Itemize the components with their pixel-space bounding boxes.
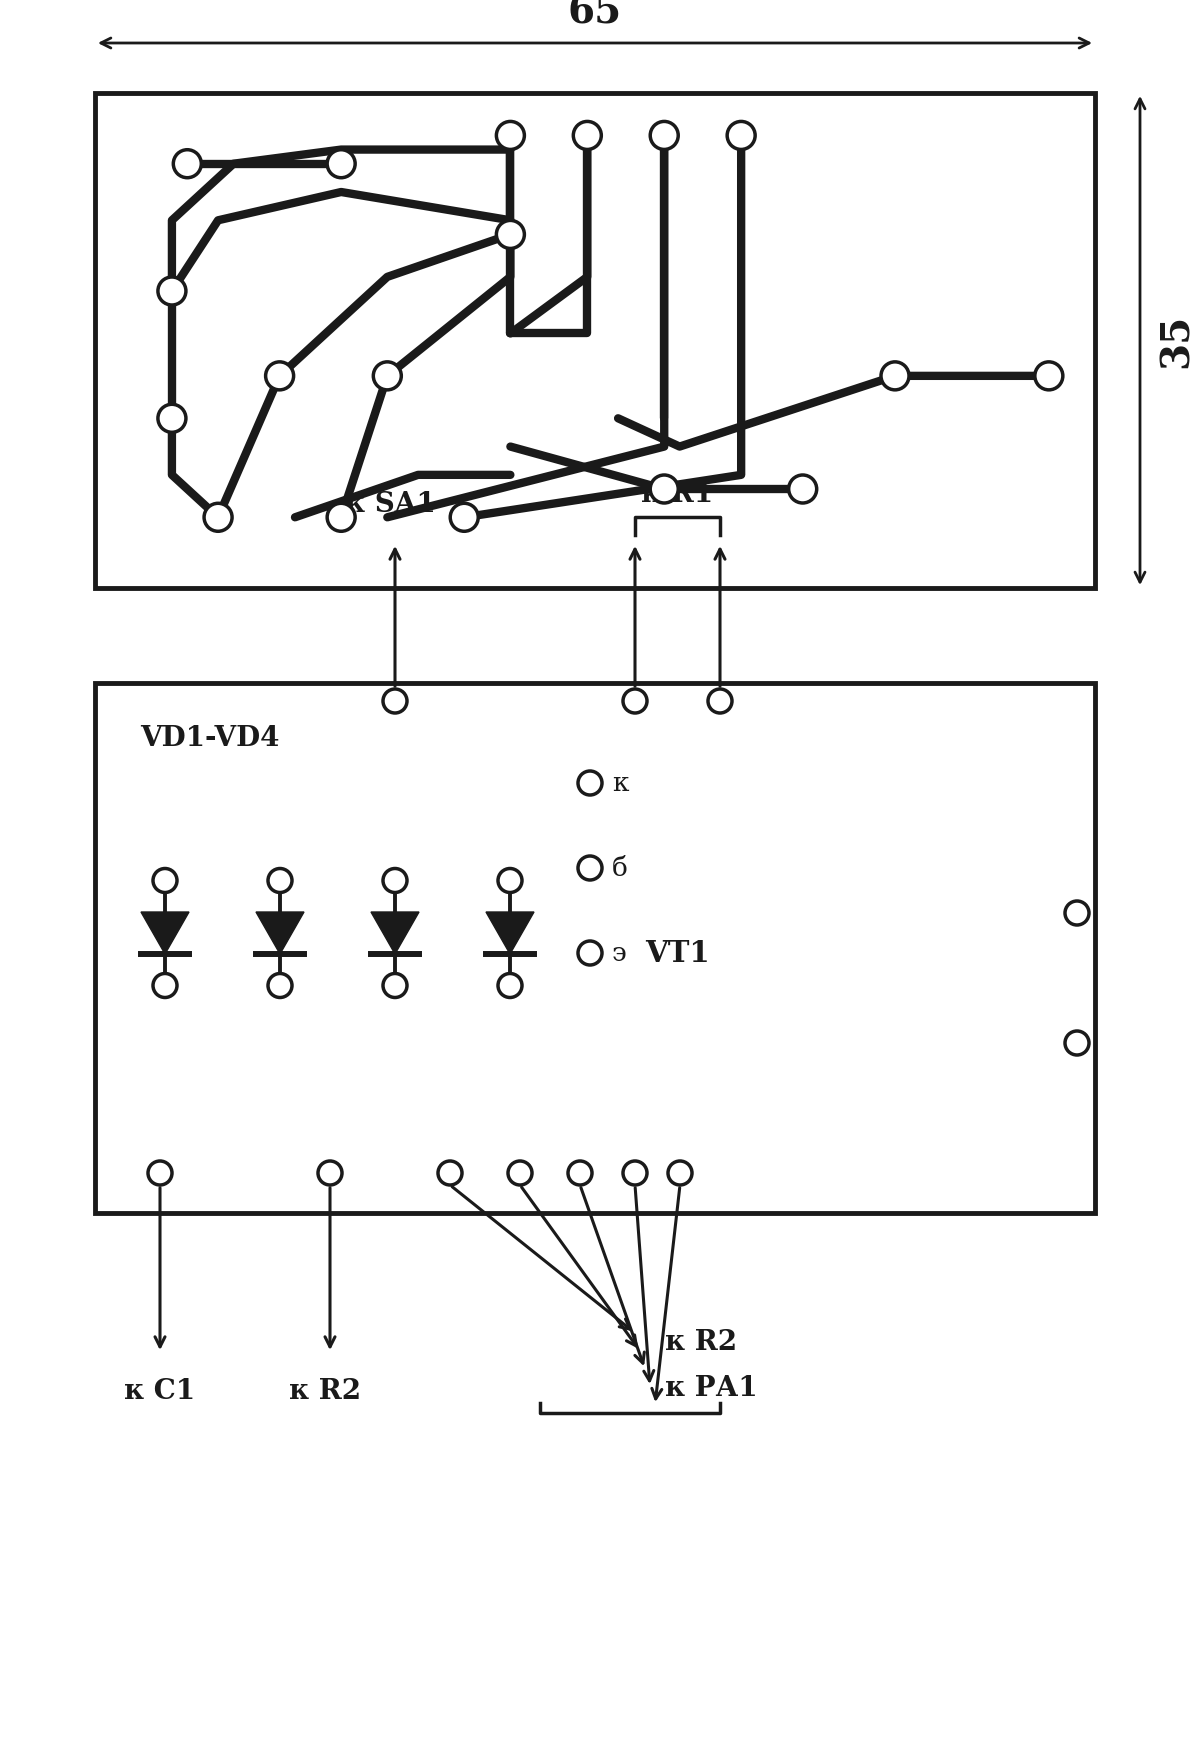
- Text: к SA1: к SA1: [345, 492, 436, 518]
- Circle shape: [327, 150, 355, 178]
- Circle shape: [173, 150, 202, 178]
- Circle shape: [450, 504, 478, 532]
- Circle shape: [148, 1161, 172, 1185]
- Circle shape: [1065, 1032, 1089, 1055]
- Polygon shape: [141, 912, 189, 953]
- Text: к R2: к R2: [289, 1379, 362, 1405]
- Circle shape: [383, 688, 407, 713]
- Text: VD1-VD4: VD1-VD4: [141, 725, 280, 751]
- Circle shape: [789, 476, 817, 504]
- Circle shape: [268, 868, 292, 892]
- Circle shape: [438, 1161, 462, 1185]
- Circle shape: [157, 277, 186, 305]
- Circle shape: [578, 941, 602, 966]
- Circle shape: [157, 404, 186, 432]
- Circle shape: [650, 122, 679, 150]
- Circle shape: [623, 1161, 647, 1185]
- Text: б: б: [613, 856, 628, 880]
- Circle shape: [650, 476, 679, 504]
- Text: э: э: [613, 941, 627, 966]
- Polygon shape: [256, 912, 304, 953]
- Circle shape: [1065, 901, 1089, 926]
- Circle shape: [623, 688, 647, 713]
- Circle shape: [508, 1161, 532, 1185]
- Circle shape: [496, 220, 525, 249]
- Circle shape: [153, 974, 177, 997]
- Circle shape: [578, 856, 602, 880]
- Bar: [95, 683, 1095, 1213]
- Circle shape: [268, 974, 292, 997]
- Polygon shape: [486, 912, 534, 953]
- Text: 65: 65: [568, 0, 622, 31]
- Circle shape: [265, 363, 293, 390]
- Text: VT1: VT1: [645, 938, 710, 967]
- Text: к R2: к R2: [665, 1330, 737, 1356]
- Text: к С1: к С1: [125, 1379, 196, 1405]
- Circle shape: [709, 688, 731, 713]
- Text: к R1: к R1: [641, 481, 713, 507]
- Circle shape: [882, 363, 909, 390]
- Circle shape: [327, 504, 355, 532]
- Circle shape: [153, 868, 177, 892]
- Circle shape: [496, 122, 525, 150]
- Text: к РА1: к РА1: [665, 1375, 758, 1401]
- Circle shape: [578, 770, 602, 795]
- Circle shape: [318, 1161, 342, 1185]
- Circle shape: [668, 1161, 692, 1185]
- Polygon shape: [371, 912, 419, 953]
- Circle shape: [568, 1161, 592, 1185]
- Circle shape: [383, 974, 407, 997]
- Circle shape: [204, 504, 232, 532]
- Circle shape: [374, 363, 401, 390]
- Circle shape: [383, 868, 407, 892]
- Circle shape: [1035, 363, 1063, 390]
- Text: 35: 35: [1158, 314, 1196, 368]
- Circle shape: [573, 122, 602, 150]
- Bar: [95, 92, 1095, 587]
- Circle shape: [498, 868, 522, 892]
- Text: к: к: [613, 770, 628, 795]
- Circle shape: [727, 122, 755, 150]
- Circle shape: [498, 974, 522, 997]
